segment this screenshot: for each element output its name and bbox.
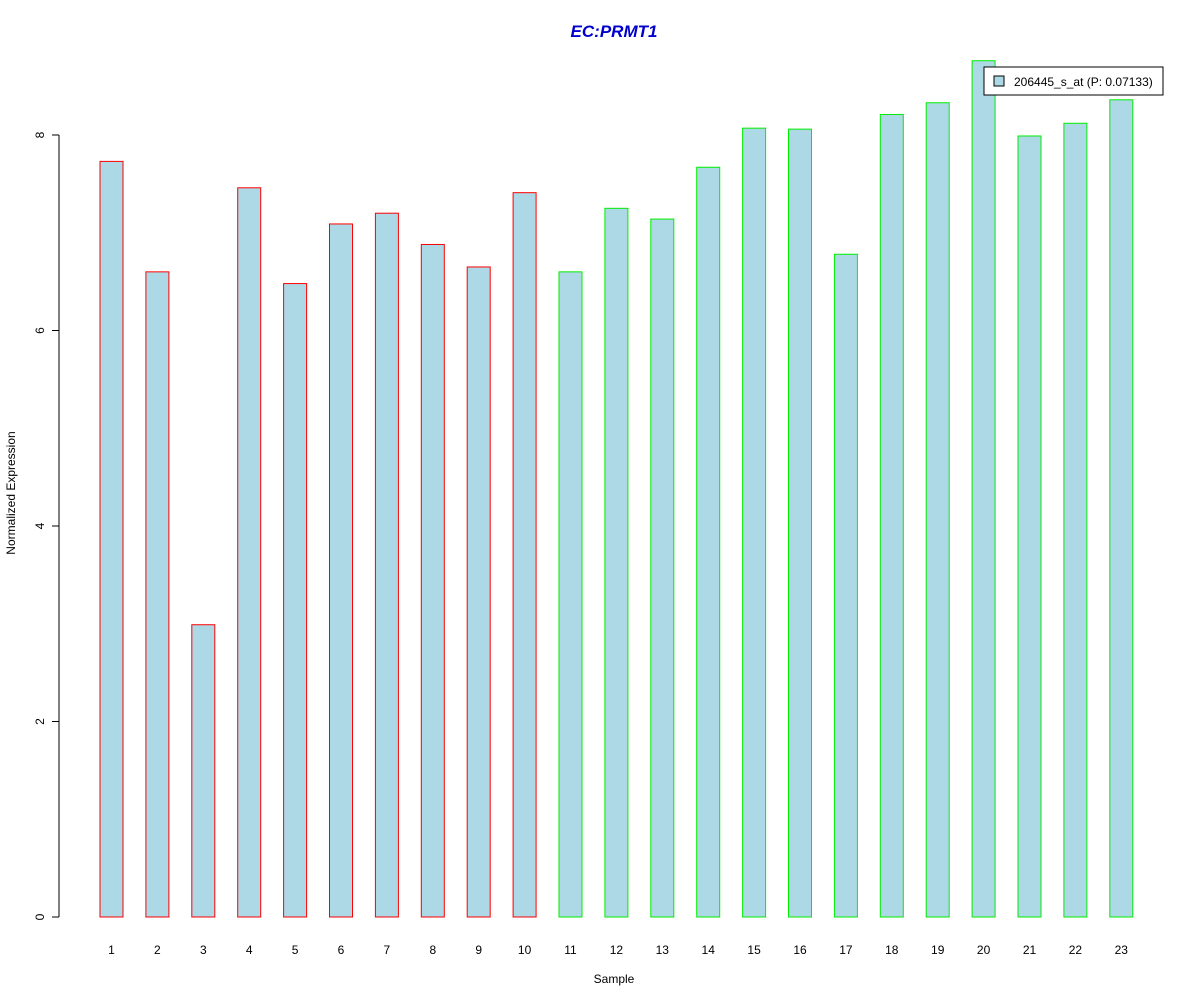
bar-sample-1 [99,160,124,918]
bar-sample-20 [971,60,996,918]
x-tick-label: 13 [656,943,670,957]
bar-sample-6 [329,223,353,918]
bars-group [99,60,1134,918]
y-tick-label: 4 [33,522,47,529]
bar-sample-12 [604,207,629,918]
bar-sample-14 [696,166,721,918]
x-tick-label: 4 [246,943,253,957]
y-tick-label: 2 [33,718,47,725]
bar-sample-17 [833,253,858,918]
bar-sample-16 [788,128,812,918]
bar-sample-21 [1017,135,1042,918]
x-axis-label: Sample [594,972,635,986]
x-tick-label: 22 [1069,943,1083,957]
bar-sample-22 [1063,122,1088,918]
x-tick-label: 6 [338,943,345,957]
bar-sample-9 [466,266,491,918]
bar-sample-4 [237,187,262,918]
x-tick-labels: 1 2 3 4 5 6 7 8 9 10 11 12 13 14 15 16 17 18 19 20 21 22 23 [108,943,1128,957]
bar-sample-5 [283,283,308,918]
x-tick-label: 19 [931,943,945,957]
x-tick-label: 16 [793,943,807,957]
bar-sample-13 [650,218,675,918]
x-tick-label: 17 [839,943,853,957]
y-tick-label: 8 [33,131,47,138]
x-tick-label: 9 [475,943,482,957]
x-tick-label: 20 [977,943,991,957]
bar-sample-11 [558,271,583,918]
x-tick-label: 2 [154,943,161,957]
bar-sample-10 [512,192,537,918]
bar-sample-3 [191,624,216,918]
bar-sample-18 [879,113,904,918]
y-tick-label: 6 [33,327,47,334]
x-tick-label: 8 [429,943,436,957]
x-tick-label: 10 [518,943,532,957]
bar-sample-23 [1109,99,1134,918]
legend-box [983,66,1164,96]
bar-sample-15 [742,127,767,918]
x-tick-label: 12 [610,943,624,957]
y-axis: 0 2 4 6 8 [33,131,60,920]
bar-sample-7 [374,212,399,918]
bar-sample-2 [145,271,170,918]
bar-sample-19 [925,102,950,918]
x-tick-label: 23 [1115,943,1129,957]
y-axis-label: Normalized Expression [4,431,18,554]
x-tick-label: 3 [200,943,207,957]
x-tick-label: 18 [885,943,899,957]
x-tick-label: 14 [702,943,716,957]
legend-swatch [993,75,1005,87]
x-tick-label: 7 [384,943,391,957]
x-tick-label: 1 [108,943,115,957]
x-tick-label: 21 [1023,943,1037,957]
bar-sample-8 [420,243,445,918]
legend-label: 206445_s_at (P: 0.07133) [1014,75,1153,89]
x-tick-label: 5 [292,943,299,957]
y-tick-label: 0 [33,913,47,920]
chart-title: EC:PRMT1 [571,22,658,41]
legend: 206445_s_at (P: 0.07133) [983,66,1164,96]
x-tick-label: 11 [564,943,577,957]
x-tick-label: 15 [747,943,761,957]
